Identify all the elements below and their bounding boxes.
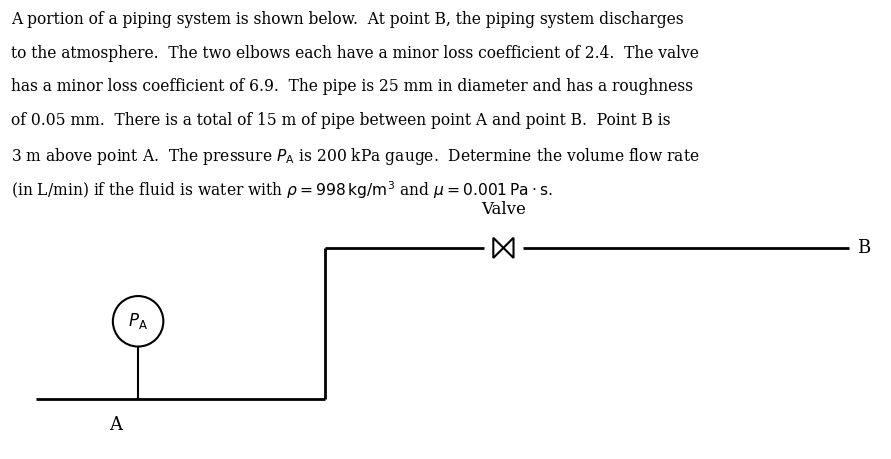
Text: has a minor loss coefficient of 6.9.  The pipe is 25 mm in diameter and has a ro: has a minor loss coefficient of 6.9. The… (11, 78, 692, 95)
Ellipse shape (113, 296, 163, 347)
Polygon shape (494, 238, 503, 258)
Text: B: B (857, 239, 871, 257)
Text: A portion of a piping system is shown below.  At point B, the piping system disc: A portion of a piping system is shown be… (11, 11, 683, 28)
Text: 3 m above point A.  The pressure $P_\mathrm{A}$ is 200 kPa gauge.  Determine the: 3 m above point A. The pressure $P_\math… (11, 146, 699, 167)
Text: (in L/min) if the fluid is water with $\rho = 998\,\mathrm{kg/m^3}$ and $\mu = 0: (in L/min) if the fluid is water with $\… (11, 179, 552, 201)
Text: to the atmosphere.  The two elbows each have a minor loss coefficient of 2.4.  T: to the atmosphere. The two elbows each h… (11, 45, 699, 62)
Text: of 0.05 mm.  There is a total of 15 m of pipe between point A and point B.  Poin: of 0.05 mm. There is a total of 15 m of … (11, 112, 670, 129)
Polygon shape (503, 238, 513, 258)
Text: Valve: Valve (481, 201, 526, 218)
Text: A: A (110, 415, 122, 434)
Text: $P_\mathrm{A}$: $P_\mathrm{A}$ (128, 311, 148, 331)
